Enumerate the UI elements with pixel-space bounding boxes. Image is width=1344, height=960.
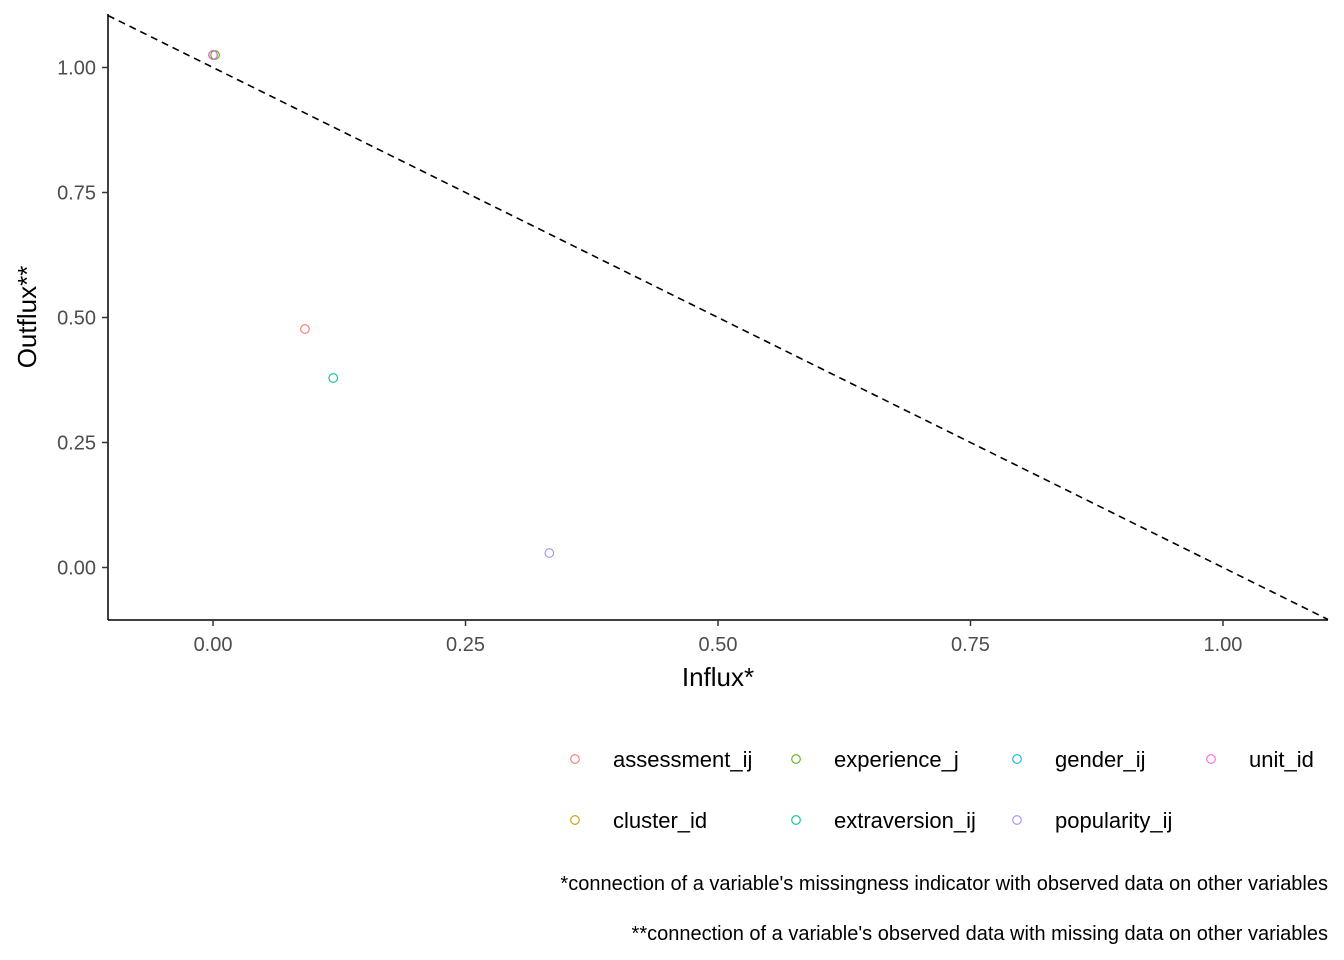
y-tick-label: 0.75 <box>57 183 96 205</box>
legend-key-marker <box>1012 754 1022 764</box>
legend-item-cluster-id: cluster_id <box>570 808 707 833</box>
diagonal-reference-line <box>107 14 1329 621</box>
legend-key-marker <box>570 754 580 764</box>
y-axis-title: Outflux** <box>12 266 42 369</box>
caption-outflux: **connection of a variable's observed da… <box>632 923 1328 945</box>
data-point-popularity-ij <box>544 548 555 558</box>
legend-item-experience-j: experience_j <box>791 747 959 772</box>
y-tick-label: 0.00 <box>57 558 96 580</box>
legend-label: extraversion_ij <box>834 808 976 833</box>
legend-label: assessment_ij <box>613 747 752 772</box>
legend-label: experience_j <box>834 747 959 772</box>
data-points <box>208 50 555 558</box>
legend-label: unit_id <box>1249 747 1314 772</box>
x-axis-ticks: 0.00 0.25 0.50 0.75 1.00 <box>194 620 1242 656</box>
legend-key-marker <box>570 815 580 825</box>
legend-key-marker <box>791 754 801 764</box>
x-tick-label: 1.00 <box>1203 634 1242 656</box>
y-axis-ticks: 0.00 0.25 0.50 0.75 1.00 <box>57 58 108 580</box>
x-tick-label: 0.50 <box>699 634 738 656</box>
legend-item-assessment-ij: assessment_ij <box>570 747 752 772</box>
legend-key-marker <box>1012 815 1022 825</box>
x-axis-title: Influx* <box>682 662 754 692</box>
y-tick-label: 1.00 <box>57 58 96 80</box>
data-point-experience-j <box>210 50 220 60</box>
legend-item-unit-id: unit_id <box>1206 747 1314 772</box>
legend: assessment_ij experience_j gender_ij unit_i… <box>570 747 1314 833</box>
legend-key-marker <box>1206 754 1216 764</box>
data-point-extraversion-ij <box>328 373 339 383</box>
legend-label: cluster_id <box>613 808 707 833</box>
x-tick-label: 0.75 <box>951 634 990 656</box>
data-point-assessment-ij <box>300 324 310 334</box>
x-tick-label: 0.00 <box>194 634 233 656</box>
caption-influx: *connection of a variable's missingness … <box>560 873 1328 895</box>
legend-item-gender-ij: gender_ij <box>1012 747 1146 772</box>
legend-item-popularity-ij: popularity_ij <box>1012 808 1172 833</box>
plot-area: 0.00 0.25 0.50 0.75 1.00 0.00 0.25 0.50 0.75 1.0… <box>57 14 1329 656</box>
data-point-unit-id <box>208 50 218 60</box>
x-tick-label: 0.25 <box>446 634 485 656</box>
legend-item-extraversion-ij: extraversion_ij <box>791 808 976 833</box>
legend-key-marker <box>791 815 801 825</box>
y-tick-label: 0.25 <box>57 433 96 455</box>
legend-label: gender_ij <box>1055 747 1146 772</box>
y-tick-label: 0.50 <box>57 308 96 330</box>
legend-label: popularity_ij <box>1055 808 1172 833</box>
